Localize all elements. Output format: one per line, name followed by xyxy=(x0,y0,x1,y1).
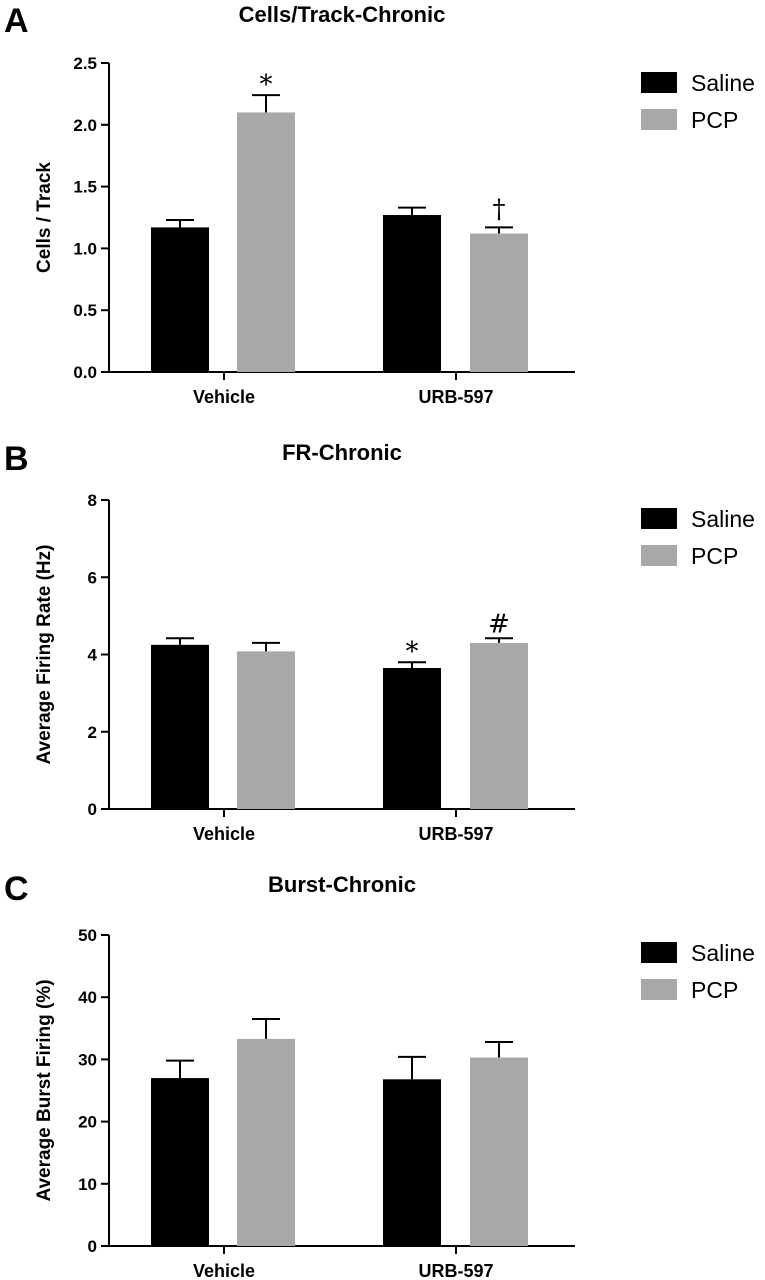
legend-swatch-pcp xyxy=(641,545,677,566)
y-tick-label: 1.0 xyxy=(73,239,97,258)
chart-title: FR-Chronic xyxy=(282,440,402,465)
y-axis-label: Average Burst Firing (%) xyxy=(34,979,55,1201)
x-category-label: URB-597 xyxy=(418,1261,493,1280)
x-category-label: URB-597 xyxy=(418,824,493,844)
y-tick-label: 10 xyxy=(78,1175,97,1194)
y-tick-label: 0.0 xyxy=(73,363,97,382)
y-tick-label: 2.5 xyxy=(73,54,97,73)
bar-pcp-vehicle xyxy=(237,651,295,809)
y-axis-label: Average Firing Rate (Hz) xyxy=(34,545,55,765)
y-tick-label: 2 xyxy=(88,723,97,742)
legend-swatch-saline xyxy=(641,508,677,529)
chart-title: Burst-Chronic xyxy=(268,872,416,897)
bar-saline-urb-597 xyxy=(383,215,441,372)
y-tick-label: 1.5 xyxy=(73,178,97,197)
legend-swatch-saline xyxy=(641,942,677,963)
legend-swatch-pcp xyxy=(641,109,677,130)
y-tick-label: 2.0 xyxy=(73,116,97,135)
y-tick-label: 20 xyxy=(78,1113,97,1132)
bar-pcp-urb-597 xyxy=(470,1057,528,1246)
y-tick-label: 30 xyxy=(78,1050,97,1069)
chart-panel-a: A Cells/Track-Chronic Cells / Track 0.0 0.5 1… xyxy=(4,2,755,407)
chart-title: Cells/Track-Chronic xyxy=(239,2,446,27)
y-tick-label: 6 xyxy=(88,568,97,587)
y-tick-label: 0.5 xyxy=(73,301,97,320)
significance-marker: * xyxy=(260,70,273,100)
bar-pcp-vehicle xyxy=(237,1038,295,1246)
legend-swatch-pcp xyxy=(641,979,677,1000)
panel-letter: B xyxy=(4,440,29,478)
y-tick-label: 0 xyxy=(88,800,97,819)
chart-panel-c: C Burst-Chronic Average Burst Firing (%) 0 1… xyxy=(4,870,755,1280)
x-category-label: Vehicle xyxy=(193,1261,255,1280)
y-tick-label: 8 xyxy=(88,491,97,510)
panel-letter: C xyxy=(4,870,29,908)
bar-pcp-urb-597 xyxy=(470,233,528,372)
legend-label: Saline xyxy=(691,70,755,96)
legend-label: PCP xyxy=(691,543,738,569)
legend-label: PCP xyxy=(691,107,738,133)
y-tick-label: 4 xyxy=(88,646,98,665)
bar-saline-vehicle xyxy=(151,644,209,809)
x-category-label: Vehicle xyxy=(193,824,255,844)
legend-label: Saline xyxy=(691,506,755,532)
bar-saline-vehicle xyxy=(151,227,209,372)
x-category-label: URB-597 xyxy=(418,387,493,407)
bar-saline-urb-597 xyxy=(383,1079,441,1246)
bar-pcp-vehicle xyxy=(237,112,295,372)
bar-saline-vehicle xyxy=(151,1078,209,1246)
significance-marker: # xyxy=(488,609,510,639)
y-tick-label: 0 xyxy=(88,1237,97,1256)
y-axis-label: Cells / Track xyxy=(34,162,55,273)
x-category-label: Vehicle xyxy=(193,387,255,407)
bar-pcp-urb-597 xyxy=(470,642,528,809)
significance-marker: † xyxy=(493,194,506,224)
significance-marker: * xyxy=(406,637,419,667)
y-tick-label: 50 xyxy=(78,926,97,945)
legend-label: PCP xyxy=(691,977,738,1003)
chart-panel-b: B FR-Chronic Average Firing Rate (Hz) 0 2 4 6 8… xyxy=(4,440,755,844)
y-tick-label: 40 xyxy=(78,988,97,1007)
legend-swatch-saline xyxy=(641,72,677,93)
panel-letter: A xyxy=(4,2,29,40)
bar-saline-urb-597 xyxy=(383,668,441,809)
legend-label: Saline xyxy=(691,940,755,966)
